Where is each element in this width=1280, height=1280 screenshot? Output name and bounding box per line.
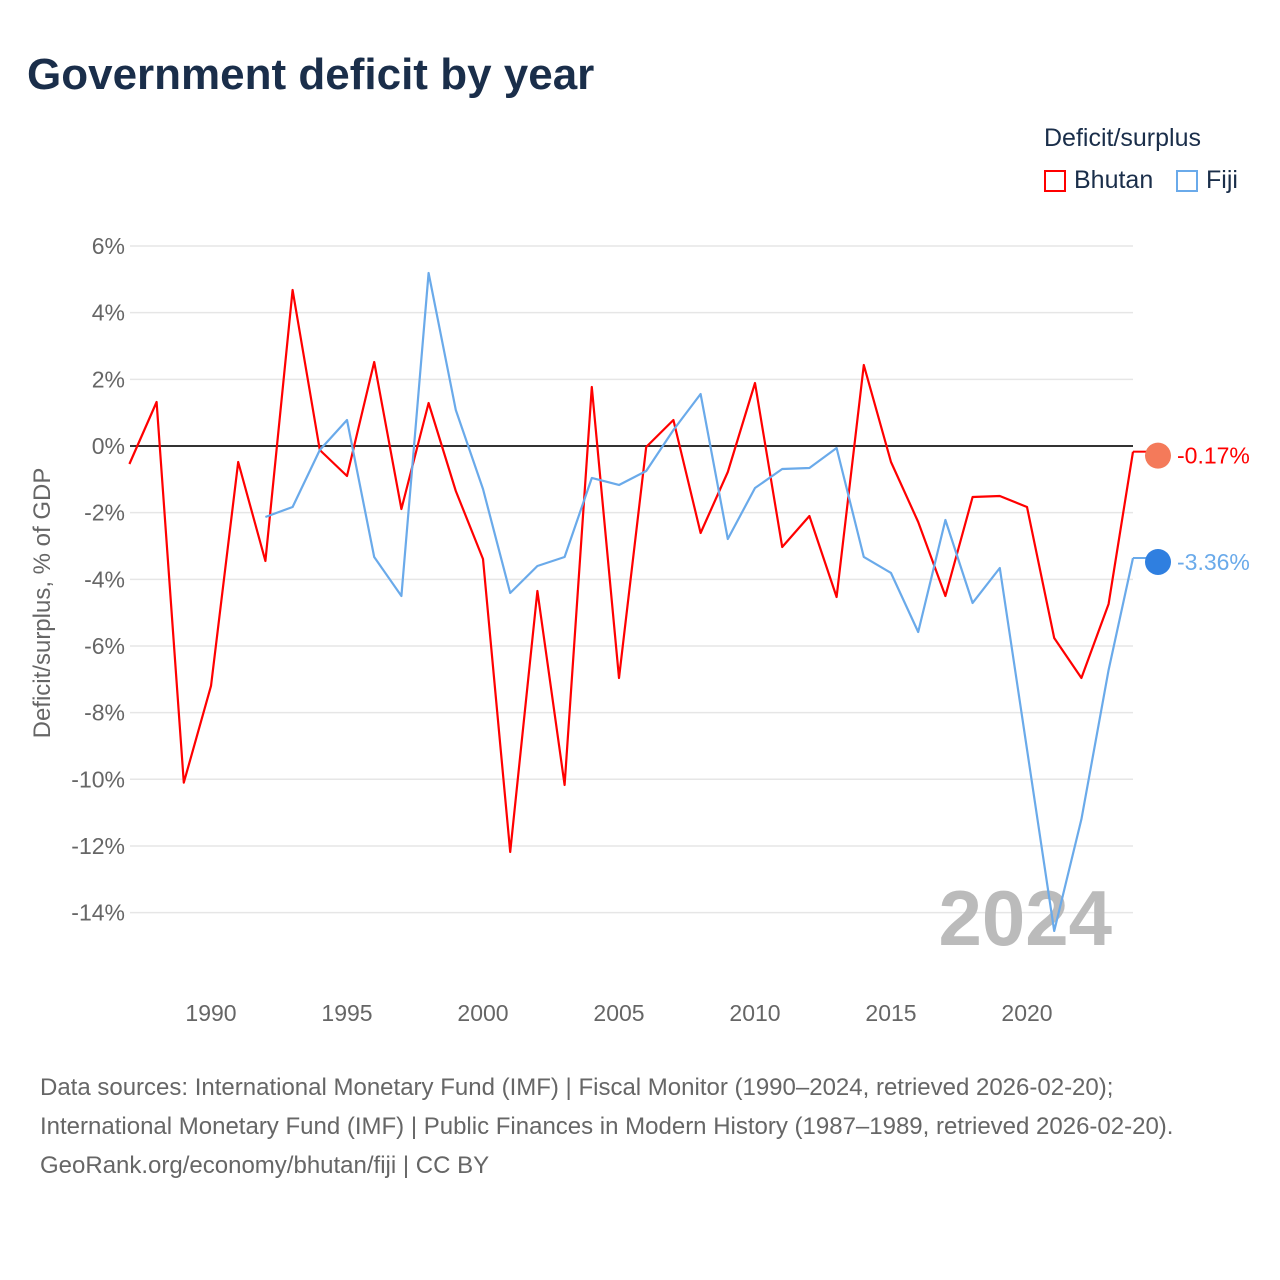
x-tick-label: 1990: [185, 1000, 236, 1026]
y-axis-label: Deficit/surplus, % of GDP: [29, 468, 56, 739]
y-tick-label: -14%: [71, 900, 125, 926]
legend-label: Fiji: [1206, 166, 1238, 194]
y-tick-label: -2%: [84, 500, 125, 526]
footer: Data sources: International Monetary Fun…: [40, 1068, 1240, 1185]
y-tick-label: -8%: [84, 700, 125, 726]
y-tick-label: 6%: [92, 233, 125, 259]
x-tick-label: 2015: [865, 1000, 916, 1026]
x-tick-label: 2020: [1001, 1000, 1052, 1026]
x-tick-label: 1995: [321, 1000, 372, 1026]
x-tick-label: 2005: [593, 1000, 644, 1026]
y-tick-label: -6%: [84, 633, 125, 659]
y-tick-label: -10%: [71, 766, 125, 792]
legend-title: Deficit/surplus: [1044, 124, 1201, 152]
y-tick-label: -4%: [84, 566, 125, 592]
flag-icon-bhutan: [1145, 442, 1171, 469]
x-tick-label: 2010: [729, 1000, 780, 1026]
legend-swatch: [1044, 169, 1066, 192]
legend-item-bhutan[interactable]: Bhutan: [1044, 166, 1153, 195]
flag-icon-fiji: [1145, 548, 1171, 575]
legend-swatch: [1176, 169, 1198, 192]
credit-link[interactable]: GeoRank.org/economy/bhutan/fiji | CC BY: [40, 1152, 490, 1179]
year-watermark: 2024: [938, 874, 1112, 962]
y-tick-label: 4%: [92, 300, 125, 326]
chart-plot: 6% 4% 2% 0% -2% -4% -6% -8% -10% -12% -14% Deficit/…: [29, 233, 1250, 1026]
chart-title: Government deficit by year: [27, 50, 595, 99]
legend-item-fiji[interactable]: Fiji: [1176, 166, 1238, 195]
y-tick-label: 0%: [92, 433, 125, 459]
y-tick-label: -12%: [71, 833, 125, 859]
data-sources: Data sources: International Monetary Fun…: [40, 1074, 1174, 1140]
end-value-label: -0.17%: [1177, 443, 1250, 469]
y-tick-label: 2%: [92, 366, 125, 392]
series-line-bhutan: [128, 288, 1135, 854]
end-value-label: -3.36%: [1177, 549, 1250, 575]
x-tick-label: 2000: [457, 1000, 508, 1026]
legend-label: Bhutan: [1074, 166, 1154, 194]
series-line-fiji: [265, 271, 1135, 933]
